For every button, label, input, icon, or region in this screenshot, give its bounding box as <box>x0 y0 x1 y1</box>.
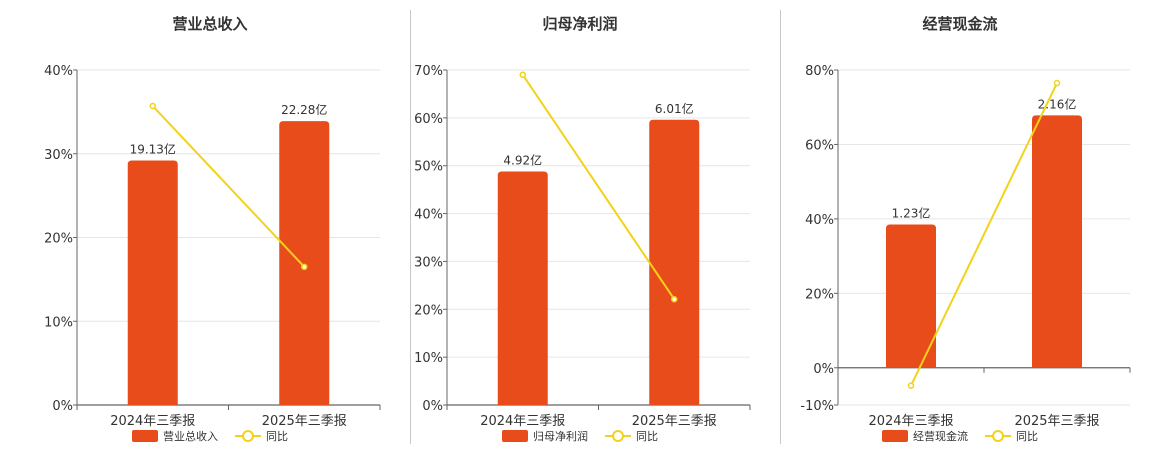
y-tick-label: 30% <box>44 148 73 163</box>
y-tick-label: 0% <box>422 399 443 414</box>
panel-divider-2 <box>780 10 781 444</box>
y-tick-label: 30% <box>414 255 443 270</box>
yoy-line <box>521 74 676 300</box>
y-tick-label: 20% <box>414 303 443 318</box>
bar-data-label: 22.28亿 <box>281 102 327 117</box>
y-tick-label: 10% <box>414 351 443 366</box>
legend-bar-swatch <box>502 430 528 442</box>
yoy-point <box>907 382 915 389</box>
yoy-line <box>152 105 305 268</box>
yoy-point <box>301 263 308 271</box>
x-tick-label: 2025年三季报 <box>1014 414 1099 429</box>
y-tick-label: 40% <box>44 64 73 79</box>
bar-data-label: 4.92亿 <box>503 152 542 167</box>
yoy-line <box>910 82 1058 387</box>
legend-bar-label: 经营现金流 <box>913 429 968 443</box>
y-tick-label: 20% <box>805 287 834 302</box>
legend-bar-label: 营业总收入 <box>163 429 218 443</box>
yoy-point <box>519 71 526 79</box>
y-tick-label: 40% <box>805 213 834 228</box>
legend-line-marker <box>242 430 254 442</box>
y-tick-label: 10% <box>44 315 73 330</box>
bar <box>497 171 548 405</box>
x-tick-label: 2025年三季报 <box>632 414 717 429</box>
chart-title: 归母净利润 <box>542 15 617 33</box>
y-tick-label: 20% <box>44 232 73 247</box>
legend-bar-swatch <box>132 430 158 442</box>
y-tick-label: 80% <box>805 64 834 79</box>
bar <box>886 224 936 368</box>
chart-title: 营业总收入 <box>172 15 247 33</box>
yoy-point <box>149 102 156 110</box>
bar-data-label: 1.23亿 <box>892 205 931 220</box>
y-tick-label: 0% <box>52 399 73 414</box>
legend-line-marker <box>612 430 624 442</box>
legend-line-marker <box>992 430 1004 442</box>
bar <box>127 160 178 405</box>
legend-line-label: 同比 <box>636 430 658 443</box>
y-tick-label: 50% <box>414 160 443 175</box>
y-tick-label: -10% <box>800 399 834 414</box>
bar <box>1032 115 1082 368</box>
x-tick-label: 2024年三季报 <box>480 414 565 429</box>
y-tick-label: 60% <box>805 138 834 153</box>
y-tick-label: 40% <box>414 208 443 223</box>
panel-divider-1 <box>410 10 411 444</box>
x-tick-label: 2024年三季报 <box>110 414 195 429</box>
legend-bar-swatch <box>882 430 908 442</box>
bar <box>279 121 330 406</box>
x-tick-label: 2024年三季报 <box>868 414 953 429</box>
y-tick-label: 0% <box>813 362 834 377</box>
yoy-point <box>1053 79 1061 87</box>
y-tick-label: 60% <box>414 112 443 127</box>
x-tick-label: 2025年三季报 <box>262 414 347 429</box>
y-tick-label: 70% <box>414 64 443 79</box>
legend-line-label: 同比 <box>1016 430 1038 443</box>
bar-data-label: 6.01亿 <box>655 101 694 116</box>
chart-title: 经营现金流 <box>922 15 997 33</box>
legend-bar-label: 归母净利润 <box>533 429 588 443</box>
bar-data-label: 2.16亿 <box>1038 96 1077 111</box>
bar-data-label: 19.13亿 <box>130 141 176 156</box>
bar <box>649 119 700 406</box>
yoy-point <box>671 295 678 303</box>
legend-line-label: 同比 <box>266 430 288 443</box>
